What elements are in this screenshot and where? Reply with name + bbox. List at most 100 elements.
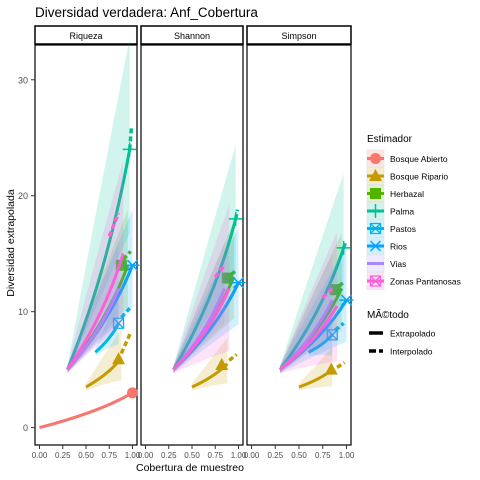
ribbon-rios (173, 227, 239, 374)
facet-strip-shannon (140, 25, 244, 45)
facet-strip-riqueza (34, 25, 138, 45)
legend-item-vias: Vias (366, 254, 406, 273)
ribbon-rios (67, 209, 133, 374)
x-tick-label: 0.00 (138, 451, 154, 460)
y-axis: 0 10 20 30 (18, 75, 35, 433)
facet-label-simpson: Simpson (281, 31, 316, 41)
legend-label: Bosque Ripario (390, 172, 448, 182)
marker-rios (125, 259, 140, 271)
ribbon-bosque-ripario (192, 337, 228, 391)
marker-palma (122, 142, 137, 157)
marker-palma (228, 211, 243, 226)
y-tick-label: 20 (18, 191, 28, 201)
legend-key-marker (369, 169, 382, 181)
plot-panels (34, 38, 354, 446)
ribbon-herbazal (173, 221, 234, 374)
ribbon-pastos (95, 295, 119, 356)
interp-pastos (333, 321, 345, 332)
ribbon-vias (280, 253, 333, 374)
line-palma (278, 247, 346, 371)
marker-bosque-ripario (112, 352, 126, 365)
x-tick-label: 0.00 (244, 451, 260, 460)
panel-simpson (246, 44, 354, 446)
legend-label: Bosque Abierto (390, 154, 448, 164)
legend-label: Pastos (390, 224, 416, 234)
legend-key-marker (368, 240, 383, 252)
x-tick-label: 0.75 (207, 451, 223, 460)
marker-pastos (326, 329, 338, 341)
x-tick-label: 0.00 (32, 451, 48, 460)
legend-item-zonas-pantanosas: Zonas Pantanosas (366, 272, 461, 290)
x-tick-label: 0.75 (101, 451, 117, 460)
marker-bosque-abierto (127, 387, 138, 399)
ribbon-vias (173, 242, 225, 374)
legend-item-palma: Palma (366, 202, 414, 220)
x-axis-title: Cobertura de muestreo (136, 462, 244, 474)
legend-label: Palma (390, 207, 414, 217)
method-label: Interpolado (390, 347, 433, 357)
legend-label: Rios (390, 242, 407, 252)
x-tick-label: 1.00 (231, 451, 247, 460)
y-axis-title: Diversidad extrapolada (5, 189, 17, 297)
ribbon-palma (280, 173, 344, 374)
x-tick-label: 0.50 (291, 451, 307, 460)
method-item-interpolado: Interpolado (369, 347, 433, 357)
x-tick-label: 0.25 (267, 451, 283, 460)
marker-palma (336, 240, 351, 255)
ribbon-zonas-pantanosas (67, 160, 124, 374)
marker-herbazal (221, 272, 233, 284)
line-pastos (94, 322, 120, 354)
marker-bosque-ripario (324, 362, 338, 375)
legend-label: Zonas Pantanosas (390, 277, 461, 287)
facet-strips: Riqueza Shannon Simpson (34, 25, 352, 45)
panel-shannon (140, 44, 246, 446)
y-tick-label: 0 (23, 423, 28, 433)
x-tick-label: 0.50 (78, 451, 94, 460)
x-axis: 0.00 0.25 0.50 0.75 1.000.00 0.25 0.50 0.75 1.00… (32, 445, 355, 460)
facet-label-riqueza: Riqueza (69, 31, 102, 41)
legend-key-marker (370, 188, 381, 199)
line-bosque-abierto (39, 391, 134, 430)
method-legend-title: MÃ©todo (367, 308, 409, 321)
panel-border (34, 44, 138, 446)
x-tick-label: 1.00 (125, 451, 141, 460)
method-item-extrapolado: Extrapolado (369, 329, 436, 339)
interp-bosque-ripario (336, 361, 346, 369)
method-legend-items: Extrapolado Interpolado (369, 329, 436, 357)
ribbon-bosque-ripario (299, 347, 333, 391)
ribbon-zonas-pantanosas (173, 205, 230, 374)
interp-bosque-ripario (228, 353, 238, 362)
y-tick-label: 10 (18, 307, 28, 317)
legend-key-marker (369, 222, 382, 235)
legend-key-marker (369, 275, 382, 287)
x-tick-label: 0.75 (315, 451, 331, 460)
line-zonas-pantanosas (172, 287, 231, 371)
ribbon-palma (67, 38, 130, 374)
interp-bosque-ripario (119, 331, 133, 355)
panel-border (140, 44, 244, 446)
legend-item-rios: Rios (366, 237, 407, 255)
panel-riqueza (34, 38, 140, 446)
interp-zonas-pantanosas (321, 287, 334, 300)
marker-pastos (112, 317, 125, 329)
interp-pastos (120, 307, 132, 319)
ribbon-palma (173, 144, 236, 374)
legend-label: Herbazal (390, 189, 424, 199)
panel-marks (172, 144, 246, 391)
chart-title: Diversidad verdadera: Anf_Cobertura (35, 5, 258, 20)
interp-zonas-pantanosas (107, 212, 121, 237)
line-zonas-pantanosas (66, 253, 125, 371)
legend: Estimador Bosque Abierto Bosque Ripario He… (366, 134, 461, 357)
legend-item-herbazal: Herbazal (366, 184, 424, 203)
facet-label-shannon: Shannon (174, 31, 210, 41)
legend-item-bosque-ripario: Bosque Ripario (366, 167, 448, 185)
marker-herbazal (115, 259, 127, 271)
marker-herbazal (329, 284, 341, 296)
line-palma (66, 149, 132, 371)
facet-strip-simpson (246, 25, 352, 45)
line-zonas-pantanosas (279, 305, 339, 371)
ribbon-bosque-ripario (86, 328, 122, 391)
legend-key-marker (368, 204, 383, 218)
